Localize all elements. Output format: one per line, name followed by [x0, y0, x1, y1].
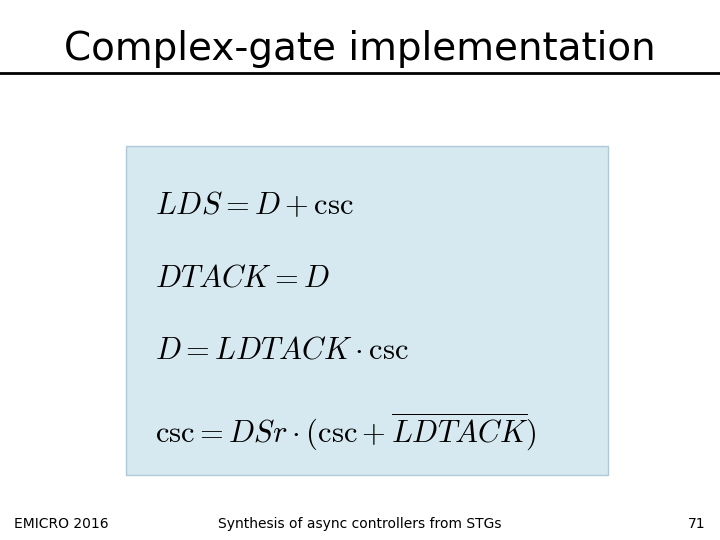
Text: Complex-gate implementation: Complex-gate implementation	[64, 30, 656, 68]
Text: $\mathrm{csc} = DSr \cdot (\mathrm{csc} + \overline{LDTACK})$: $\mathrm{csc} = DSr \cdot (\mathrm{csc} …	[155, 411, 536, 454]
Text: Synthesis of async controllers from STGs: Synthesis of async controllers from STGs	[218, 517, 502, 531]
Text: $LDS = D + \mathrm{csc}$: $LDS = D + \mathrm{csc}$	[155, 190, 354, 220]
Text: $D = LDTACK \cdot \mathrm{csc}$: $D = LDTACK \cdot \mathrm{csc}$	[155, 335, 408, 364]
Text: 71: 71	[688, 517, 706, 531]
Text: $DTACK = D$: $DTACK = D$	[155, 263, 330, 292]
Text: EMICRO 2016: EMICRO 2016	[14, 517, 109, 531]
FancyBboxPatch shape	[126, 146, 608, 475]
